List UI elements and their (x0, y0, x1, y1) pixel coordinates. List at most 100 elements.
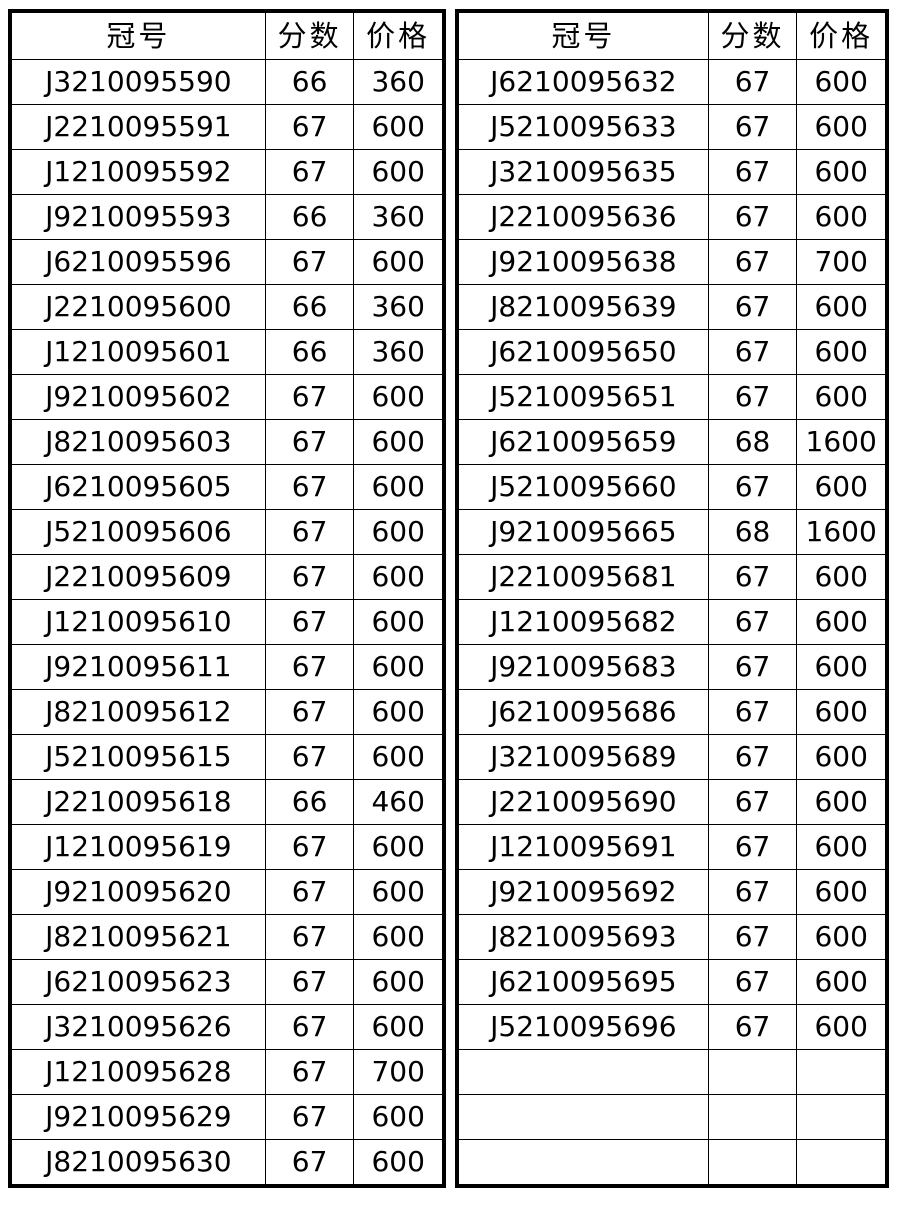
table-row: J2210095681 67 600 (458, 554, 886, 600)
cell-serial: J6210095623 (11, 959, 266, 1005)
cell-score: 67 (707, 779, 798, 825)
cell-price: 600 (796, 464, 886, 510)
cell-serial: J9210095683 (458, 644, 709, 690)
cell-price: 600 (796, 824, 886, 870)
cell-price: 360 (353, 284, 443, 330)
cell-serial: J5210095615 (11, 734, 266, 780)
table-row: J2210095618 66 460 (11, 779, 443, 825)
cell-serial: J8210095612 (11, 689, 266, 735)
cell-serial: J6210095695 (458, 959, 709, 1005)
cell-price: 600 (796, 149, 886, 195)
cell-score: 67 (264, 464, 355, 510)
cell-price-empty (796, 1139, 886, 1185)
cell-serial: J2210095609 (11, 554, 266, 600)
cell-serial: J5210095660 (458, 464, 709, 510)
table-row: J6210095659 68 1600 (458, 419, 886, 465)
table-row: J2210095600 66 360 (11, 284, 443, 330)
cell-score: 67 (707, 599, 798, 645)
table-row: J9210095593 66 360 (11, 194, 443, 240)
table-right: 冠号 分数 价格 J6210095632 67 600 J5210095633 67 60… (458, 12, 886, 1185)
table-row: J5210095660 67 600 (458, 464, 886, 510)
cell-score: 67 (264, 149, 355, 195)
table-row: J8210095621 67 600 (11, 914, 443, 960)
table-row (458, 1049, 886, 1095)
cell-score: 67 (707, 644, 798, 690)
cell-price: 600 (353, 1004, 443, 1050)
table-row: J6210095695 67 600 (458, 959, 886, 1005)
table-row: J9210095638 67 700 (458, 239, 886, 285)
cell-score: 67 (707, 284, 798, 330)
cell-score: 67 (707, 554, 798, 600)
table-row: J6210095632 67 600 (458, 59, 886, 105)
table-row: J9210095611 67 600 (11, 644, 443, 690)
cell-score: 67 (707, 1004, 798, 1050)
cell-price: 600 (796, 914, 886, 960)
cell-serial: J1210095619 (11, 824, 266, 870)
cell-price: 360 (353, 194, 443, 240)
column-header-price: 价格 (796, 12, 886, 60)
cell-score: 67 (264, 689, 355, 735)
cell-score: 67 (264, 734, 355, 780)
cell-serial: J1210095628 (11, 1049, 266, 1095)
table-row: J6210095686 67 600 (458, 689, 886, 735)
cell-price: 600 (353, 1094, 443, 1140)
cell-serial: J6210095659 (458, 419, 709, 465)
column-header-price: 价格 (353, 12, 443, 60)
cell-score: 67 (707, 464, 798, 510)
cell-price: 460 (353, 779, 443, 825)
cell-score: 67 (264, 1094, 355, 1140)
table-row: J3210095635 67 600 (458, 149, 886, 195)
table-row: J5210095651 67 600 (458, 374, 886, 420)
cell-price: 600 (796, 734, 886, 780)
cell-score: 67 (707, 734, 798, 780)
table-row: J9210095683 67 600 (458, 644, 886, 690)
cell-serial: J1210095682 (458, 599, 709, 645)
cell-price: 600 (353, 914, 443, 960)
table-row: J8210095639 67 600 (458, 284, 886, 330)
table-row: J1210095619 67 600 (11, 824, 443, 870)
column-header-score: 分数 (707, 12, 798, 60)
table-row (458, 1139, 886, 1185)
cell-score: 67 (707, 59, 798, 105)
cell-score: 66 (264, 284, 355, 330)
cell-score: 67 (264, 554, 355, 600)
cell-score: 67 (707, 374, 798, 420)
cell-price: 360 (353, 329, 443, 375)
table-row: J1210095628 67 700 (11, 1049, 443, 1095)
cell-price: 700 (796, 239, 886, 285)
cell-serial-empty (458, 1049, 709, 1095)
cell-serial: J1210095610 (11, 599, 266, 645)
table-row: J9210095629 67 600 (11, 1094, 443, 1140)
table-row: J1210095601 66 360 (11, 329, 443, 375)
column-header-serial: 冠号 (458, 12, 709, 60)
cell-score: 68 (707, 419, 798, 465)
serial-table-right: 冠号 分数 价格 J6210095632 67 600 J5210095633 67 60… (455, 9, 889, 1188)
cell-score: 67 (264, 419, 355, 465)
cell-score: 67 (707, 329, 798, 375)
cell-price-empty (796, 1094, 886, 1140)
cell-serial: J2210095591 (11, 104, 266, 150)
header-row: 冠号 分数 价格 (458, 12, 886, 60)
table-row: J2210095609 67 600 (11, 554, 443, 600)
table-row: J8210095693 67 600 (458, 914, 886, 960)
cell-price: 600 (796, 959, 886, 1005)
cell-serial: J5210095633 (458, 104, 709, 150)
cell-serial: J5210095651 (458, 374, 709, 420)
table-row: J1210095592 67 600 (11, 149, 443, 195)
cell-serial: J9210095692 (458, 869, 709, 915)
cell-score: 67 (707, 194, 798, 240)
cell-score: 68 (707, 509, 798, 555)
cell-score: 67 (264, 869, 355, 915)
cell-serial: J9210095638 (458, 239, 709, 285)
cell-price: 600 (796, 689, 886, 735)
cell-serial: J9210095611 (11, 644, 266, 690)
table-row: J9210095602 67 600 (11, 374, 443, 420)
table-row: J8210095612 67 600 (11, 689, 443, 735)
table-right-body: J6210095632 67 600 J5210095633 67 600 J3210095… (458, 59, 886, 1185)
cell-serial: J3210095689 (458, 734, 709, 780)
column-header-score: 分数 (264, 12, 355, 60)
cell-price: 600 (796, 1004, 886, 1050)
cell-score: 67 (264, 104, 355, 150)
cell-price: 600 (796, 599, 886, 645)
cell-price: 600 (353, 554, 443, 600)
